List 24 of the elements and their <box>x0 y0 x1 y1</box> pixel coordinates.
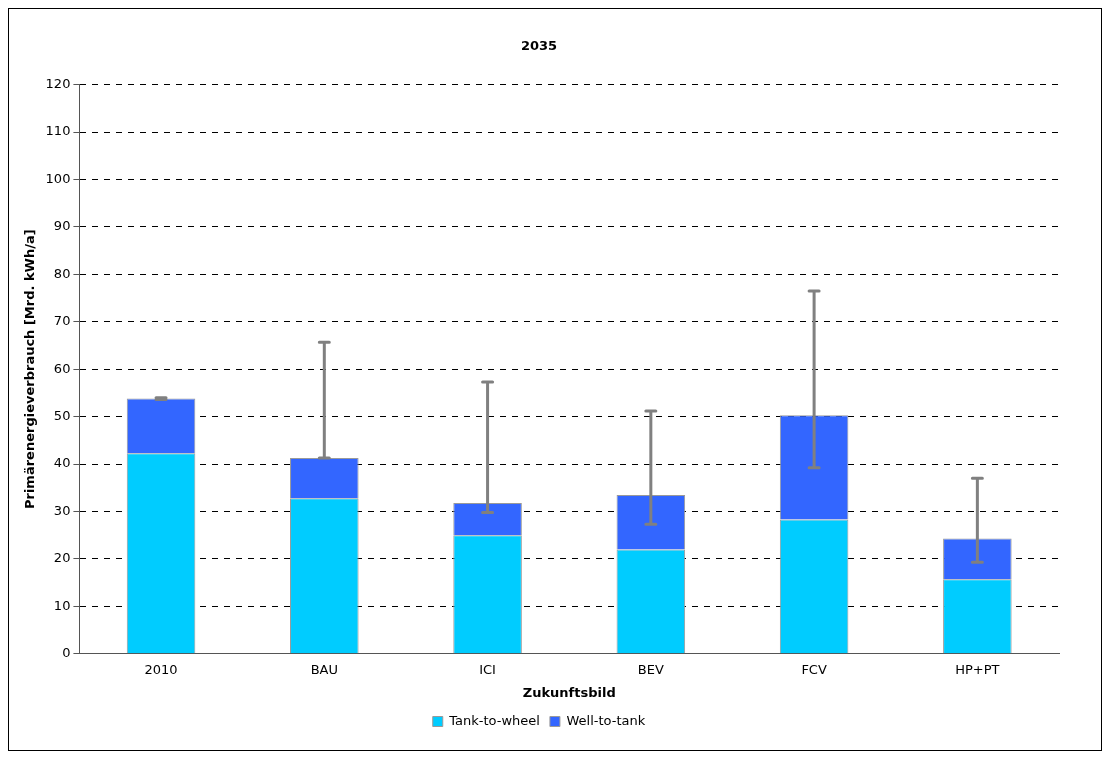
legend-label: Tank-to-wheel <box>448 712 540 728</box>
y-tick-label: 10 <box>53 597 71 613</box>
chart-title: 2035 <box>520 38 558 54</box>
y-tick-label: 80 <box>53 265 71 281</box>
legend-label: Well-to-tank <box>566 712 646 728</box>
x-tick-label: BAU <box>310 661 338 677</box>
y-tick-label: 100 <box>45 170 71 186</box>
y-tick-label: 20 <box>53 550 71 566</box>
x-tick-label: HP+PT <box>955 661 1000 677</box>
y-tick-label: 0 <box>62 645 71 661</box>
y-axis-title: Primärenergieverbrauch [Mrd. kWh/a] <box>22 229 38 510</box>
y-tick-label: 40 <box>53 455 71 471</box>
y-tick-label: 30 <box>53 502 71 518</box>
x-tick-label: 2010 <box>144 661 178 677</box>
x-tick-label: BEV <box>637 661 664 677</box>
y-tick-label: 60 <box>53 360 71 376</box>
y-tick-label: 50 <box>53 408 71 424</box>
x-tick-label: FCV <box>801 661 827 677</box>
x-tick-label: ICI <box>479 661 496 677</box>
y-tick-label: 70 <box>53 313 71 329</box>
x-axis-title: Zukunftsbild <box>522 684 616 700</box>
y-tick-label: 110 <box>45 123 71 139</box>
y-tick-label: 120 <box>45 75 71 91</box>
y-tick-label: 90 <box>53 218 71 234</box>
